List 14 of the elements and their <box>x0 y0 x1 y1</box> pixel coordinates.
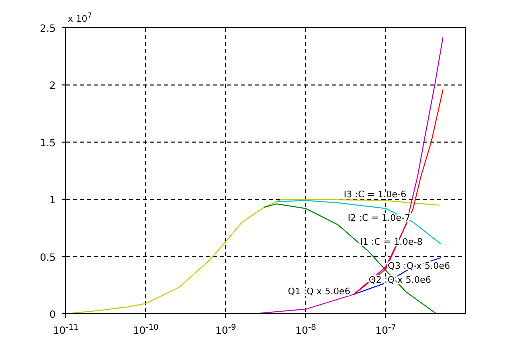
y-tick-label: 1.5 <box>40 138 56 150</box>
y-tick-label: 0.5 <box>40 252 56 264</box>
y-tick-label: 0 <box>50 310 56 321</box>
x-tick-label: 10$^{-7}$ <box>376 322 396 337</box>
x-tick-label: 10$^{-8}$ <box>296 322 316 337</box>
x-tick-label: 10$^{-11}$ <box>53 322 79 337</box>
y-tick-label: 2.5 <box>40 24 56 35</box>
y-tick-label: 2 <box>50 81 56 92</box>
x-tick-label: 10$^{-9}$ <box>216 322 236 337</box>
series-label: I3 :C = 1.0e-6 <box>344 190 407 201</box>
series-label: Q1 :Q x 5.0e6 <box>288 288 351 298</box>
y-tick-label: 1 <box>50 196 56 207</box>
x-tick-label: 10$^{-10}$ <box>133 322 159 337</box>
text: x 10$^{7}$ <box>68 10 92 25</box>
